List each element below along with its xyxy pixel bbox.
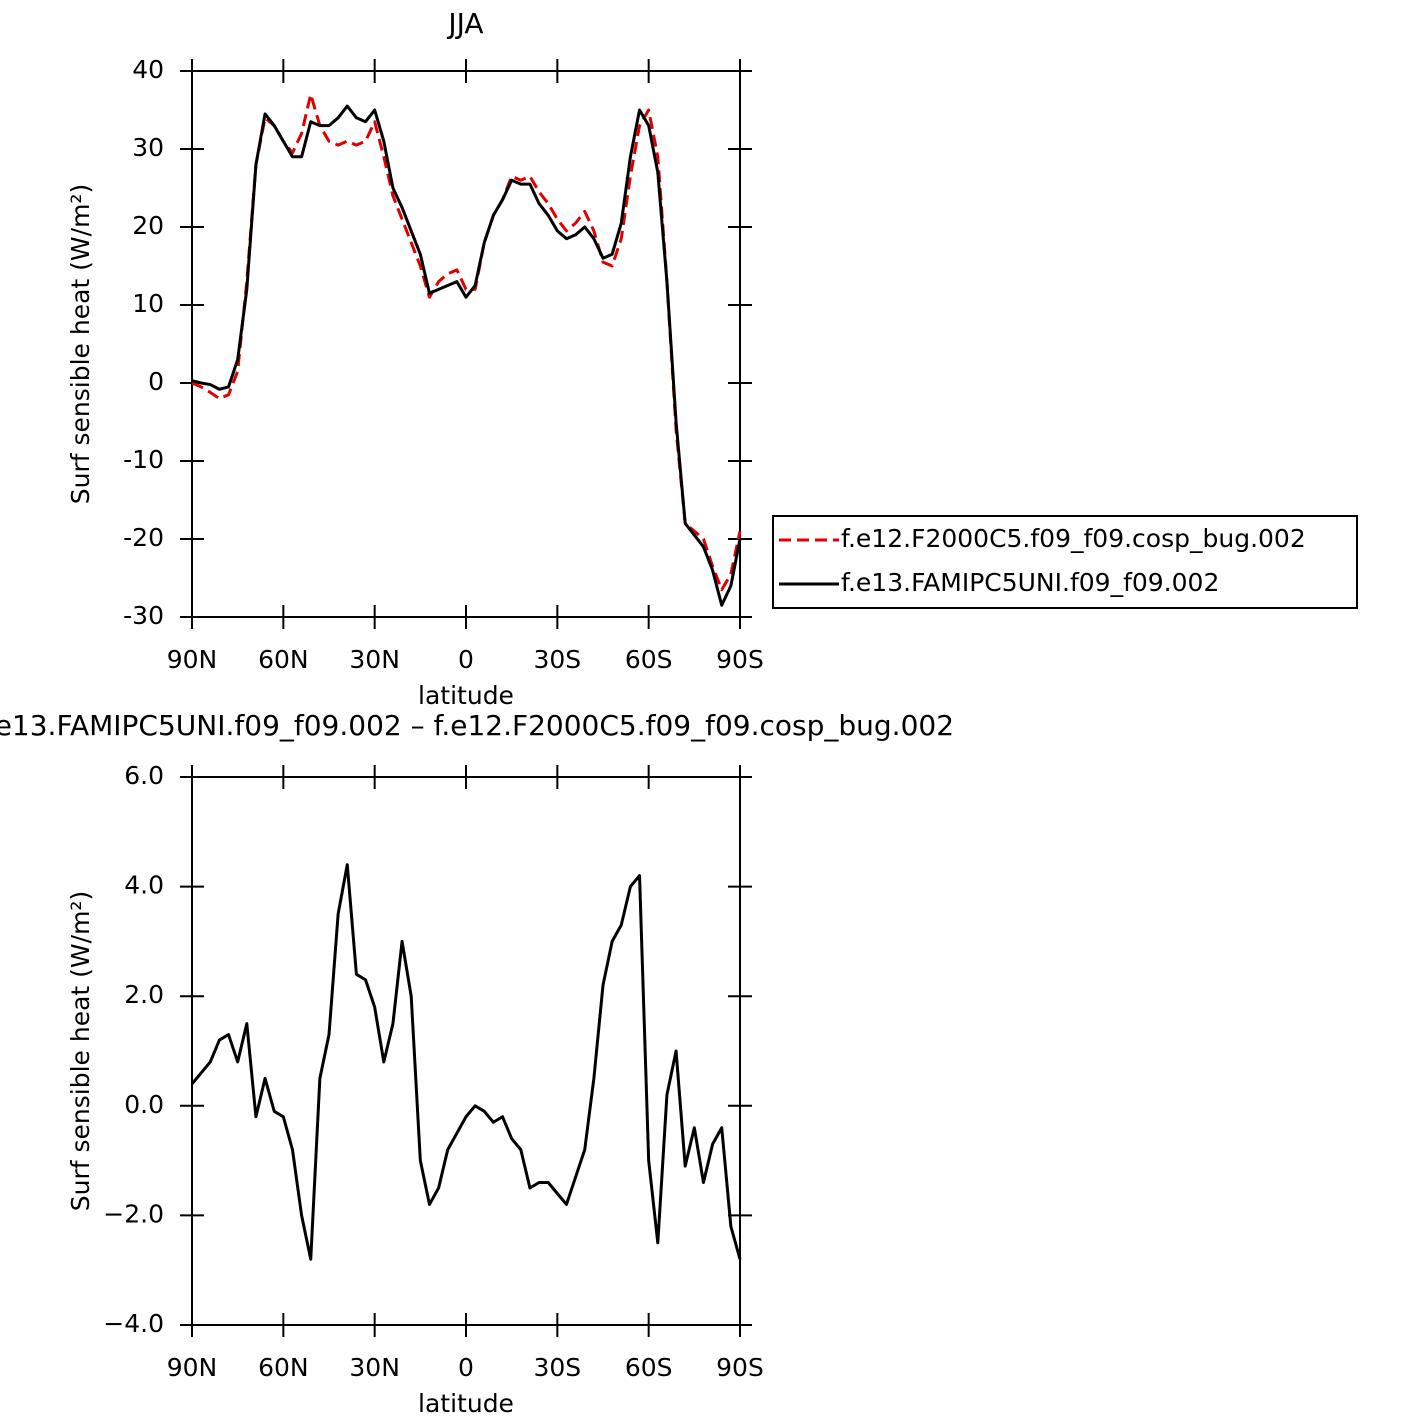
x-axis-label: latitude — [418, 681, 514, 710]
y-tick-label: −2.0 — [103, 1199, 164, 1228]
x-tick-label: 90N — [167, 645, 218, 674]
data-line — [191, 104, 742, 607]
y-tick-label: -30 — [123, 601, 164, 630]
y-tick-label: 20 — [132, 211, 164, 240]
x-tick-label: 90N — [167, 1353, 218, 1382]
y-tick-label: 4.0 — [124, 871, 164, 900]
y-tick-label: −4.0 — [103, 1309, 164, 1338]
y-tick-label: -10 — [123, 445, 164, 474]
x-tick-label: 30N — [349, 645, 400, 674]
legend-label: f.e12.F2000C5.f09_f09.cosp_bug.002 — [841, 524, 1306, 553]
x-tick-label: 60N — [258, 645, 309, 674]
data-line — [190, 863, 742, 1261]
y-axis-label: Surf sensible heat (W/m²) — [66, 891, 95, 1211]
x-tick-label: 90S — [716, 645, 764, 674]
y-tick-label: 30 — [132, 133, 164, 162]
y-axis-label: Surf sensible heat (W/m²) — [66, 184, 95, 504]
x-tick-label: 90S — [716, 1353, 764, 1382]
y-tick-label: 6.0 — [124, 761, 164, 790]
y-tick-label: 0.0 — [124, 1090, 164, 1119]
x-axis-label: latitude — [418, 1389, 514, 1418]
chart-title: JJA — [446, 7, 483, 40]
y-tick-label: -20 — [123, 523, 164, 552]
y-tick-label: 0 — [148, 367, 164, 396]
y-tick-label: 10 — [132, 289, 164, 318]
x-tick-label: 30S — [533, 645, 581, 674]
y-tick-label: 2.0 — [124, 980, 164, 1009]
x-tick-label: 0 — [458, 1353, 474, 1382]
x-tick-label: 0 — [458, 645, 474, 674]
legend-label: f.e13.FAMIPC5UNI.f09_f09.002 — [841, 568, 1219, 597]
x-tick-label: 60S — [625, 645, 673, 674]
x-tick-label: 60N — [258, 1353, 309, 1382]
x-tick-label: 30S — [533, 1353, 581, 1382]
x-tick-label: 60S — [625, 1353, 673, 1382]
chart-title: f.e13.FAMIPC5UNI.f09_f09.002 – f.e12.F20… — [0, 709, 954, 742]
legend-box — [772, 515, 1358, 609]
x-tick-label: 30N — [349, 1353, 400, 1382]
y-tick-label: 40 — [132, 55, 164, 84]
